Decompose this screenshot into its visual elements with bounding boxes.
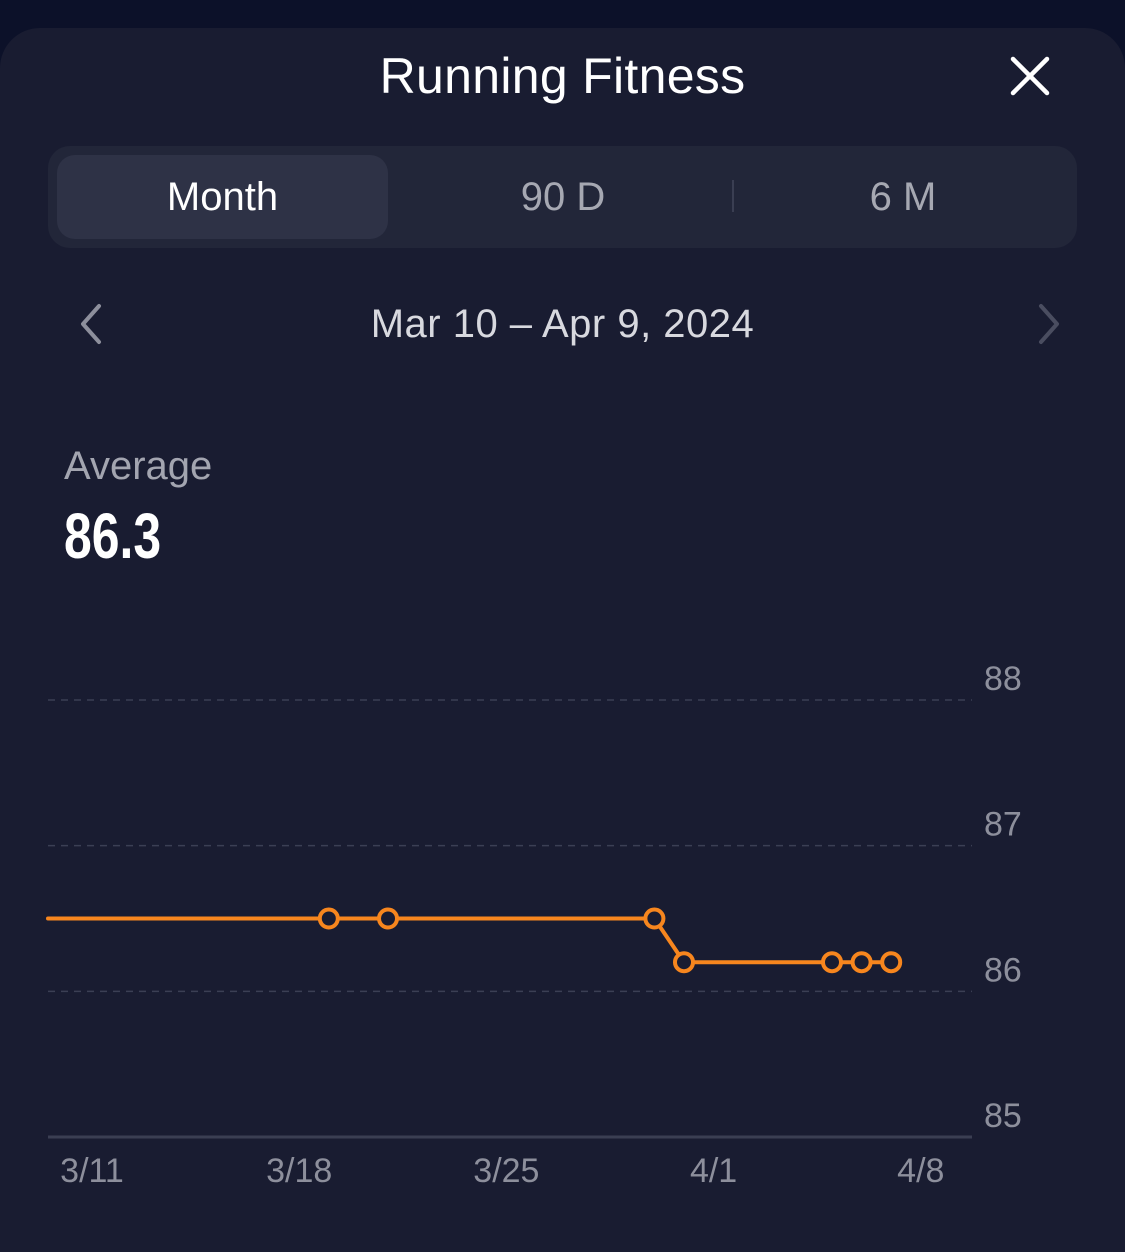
close-button[interactable] <box>998 44 1062 108</box>
data-point[interactable] <box>673 951 695 974</box>
data-point[interactable] <box>643 907 666 930</box>
chevron-left-icon <box>81 304 101 344</box>
data-point[interactable] <box>317 907 340 930</box>
page-title: Running Fitness <box>379 48 746 104</box>
series-line <box>46 916 894 965</box>
average-value: 86.3 <box>64 500 162 572</box>
data-point[interactable] <box>850 951 873 974</box>
data-point[interactable] <box>377 907 399 930</box>
period-segmented-control: Month 90 D 6 M <box>48 146 1077 248</box>
chevron-right-icon <box>1039 304 1059 344</box>
date-range-label: Mar 10 – Apr 9, 2024 <box>370 302 755 346</box>
y-tick-label: 86 <box>984 951 1022 989</box>
next-period-button[interactable] <box>1022 296 1078 352</box>
x-tick-label: 4/8 <box>897 1152 944 1190</box>
date-navigator: Mar 10 – Apr 9, 2024 <box>0 296 1125 352</box>
data-point[interactable] <box>880 951 903 974</box>
previous-period-button[interactable] <box>62 296 118 352</box>
close-icon <box>1010 56 1050 96</box>
tab-90-days[interactable]: 90 D <box>520 175 606 219</box>
tab-6-months[interactable]: 6 M <box>869 175 937 219</box>
y-tick-label: 85 <box>984 1097 1022 1135</box>
average-label: Average <box>64 444 213 488</box>
x-tick-label: 3/11 <box>60 1152 124 1190</box>
x-tick-label: 3/18 <box>266 1152 332 1190</box>
x-tick-label: 3/25 <box>473 1152 539 1190</box>
x-tick-label: 4/1 <box>690 1152 737 1190</box>
tab-month[interactable]: Month <box>57 155 388 239</box>
data-point[interactable] <box>821 951 843 974</box>
y-tick-label: 87 <box>984 806 1022 844</box>
segment-divider <box>732 180 734 212</box>
y-tick-label: 88 <box>984 660 1022 698</box>
